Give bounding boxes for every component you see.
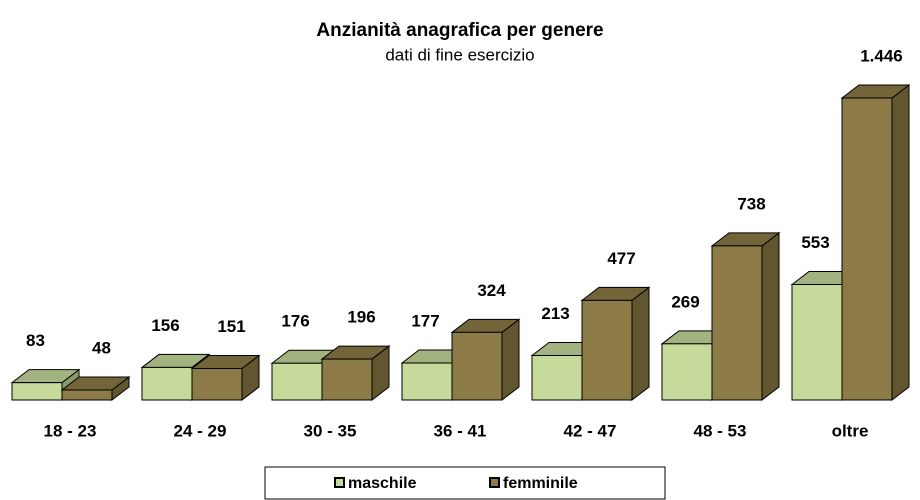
bar-front [271, 362, 323, 401]
bar-front [191, 367, 243, 401]
data-label: 269 [671, 292, 699, 311]
legend-swatch [334, 477, 345, 488]
bar-front [321, 358, 373, 401]
bar-front [141, 366, 193, 401]
data-label: 553 [801, 233, 829, 252]
data-label: 477 [607, 249, 635, 268]
legend-label: femminile [503, 475, 578, 492]
legend-label: maschile [348, 475, 417, 492]
bar-side [631, 286, 650, 402]
bar [450, 318, 521, 402]
data-label: 738 [737, 194, 765, 213]
x-tick-label: 42 - 47 [564, 421, 617, 440]
bar-front [401, 362, 453, 401]
bar-side [761, 231, 780, 402]
bar [320, 345, 391, 402]
legend-box [264, 466, 666, 500]
bar-front [451, 331, 503, 401]
bar [190, 354, 261, 402]
bar-front [791, 284, 843, 401]
bar-front [711, 245, 763, 401]
data-label: 324 [477, 281, 506, 300]
bar-front [661, 343, 713, 401]
bar-front [61, 389, 113, 401]
data-label: 83 [26, 331, 45, 350]
data-label: 1.446 [860, 46, 903, 65]
x-tick-label: 18 - 23 [44, 421, 97, 440]
x-tick-label: 24 - 29 [174, 421, 227, 440]
bar [710, 231, 781, 402]
bar-side [891, 83, 910, 402]
x-tick-label: 48 - 53 [694, 421, 747, 440]
x-tick-label: oltre [832, 421, 869, 440]
bar-side [501, 318, 520, 402]
bar-front [581, 299, 633, 401]
bar-front [11, 382, 63, 401]
bar [580, 286, 651, 402]
data-label: 156 [151, 316, 179, 335]
bar-front [531, 355, 583, 401]
x-tick-label: 36 - 41 [434, 421, 487, 440]
data-label: 213 [541, 304, 569, 323]
x-tick-label: 30 - 35 [304, 421, 357, 440]
data-label: 48 [92, 338, 111, 357]
chart-title: Anzianità anagrafica per genere [316, 20, 603, 41]
legend-swatch [489, 477, 500, 488]
data-label: 196 [347, 308, 375, 327]
data-label: 151 [217, 317, 245, 336]
chart-subtitle: dati di fine esercizio [385, 45, 534, 64]
data-label: 177 [411, 312, 439, 331]
bar-front [841, 97, 893, 401]
data-label: 176 [281, 312, 309, 331]
bar [60, 375, 131, 402]
bar [840, 83, 911, 402]
